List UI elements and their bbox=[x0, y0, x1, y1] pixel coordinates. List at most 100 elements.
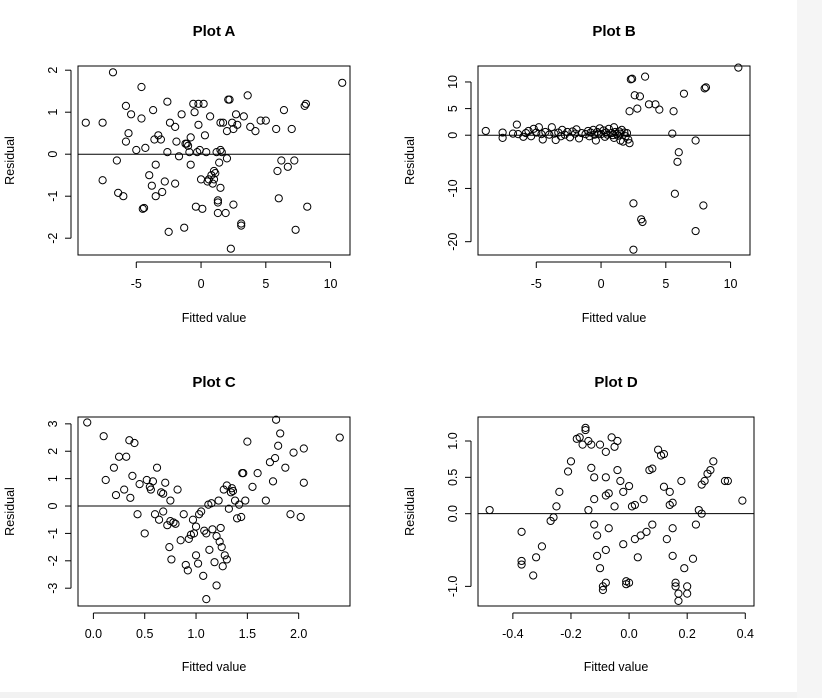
data-point bbox=[209, 166, 219, 176]
plot-panel-d: Plot D -0.4 -0.2 0.0 0.2 0.4 -1.0 0.0 0.5 1.0 Fitt… bbox=[403, 374, 755, 674]
y-tick-label: 2 bbox=[46, 67, 60, 74]
data-point bbox=[158, 187, 167, 197]
data-point bbox=[198, 204, 207, 213]
data-point bbox=[568, 127, 577, 136]
data-point bbox=[644, 100, 654, 109]
data-point bbox=[616, 136, 625, 145]
plot-frame bbox=[77, 416, 351, 607]
data-point bbox=[537, 130, 546, 139]
data-point bbox=[200, 526, 209, 535]
data-point bbox=[230, 496, 240, 505]
data-point bbox=[194, 99, 203, 108]
data-point bbox=[157, 488, 166, 497]
data-point bbox=[239, 469, 248, 478]
data-point bbox=[291, 225, 300, 234]
x-tick-label: 0 bbox=[198, 277, 205, 291]
data-point bbox=[216, 183, 225, 192]
data-point bbox=[189, 99, 198, 108]
data-point bbox=[549, 513, 558, 522]
data-point bbox=[283, 162, 292, 171]
data-point bbox=[629, 245, 638, 254]
data-point bbox=[121, 137, 131, 146]
data-point bbox=[182, 139, 191, 148]
data-point bbox=[202, 148, 211, 157]
y-tick-label: -1 bbox=[46, 528, 60, 539]
data-point bbox=[186, 133, 195, 142]
data-point bbox=[188, 515, 198, 524]
data-point bbox=[141, 143, 150, 152]
data-point bbox=[98, 118, 107, 127]
data-point bbox=[99, 432, 108, 441]
data-point bbox=[517, 527, 526, 536]
data-point bbox=[586, 128, 595, 137]
data-point bbox=[289, 448, 298, 457]
data-point bbox=[83, 418, 92, 427]
data-point bbox=[563, 467, 573, 476]
data-point bbox=[639, 495, 648, 504]
data-point bbox=[668, 551, 677, 560]
data-point bbox=[243, 437, 252, 446]
data-point bbox=[150, 510, 160, 519]
data-point bbox=[286, 510, 295, 519]
data-point bbox=[171, 519, 180, 528]
data-point bbox=[148, 477, 158, 486]
data-point bbox=[566, 457, 576, 466]
data-point bbox=[709, 457, 718, 466]
data-point bbox=[145, 171, 154, 180]
x-tick-label: -0.2 bbox=[560, 627, 582, 641]
data-point bbox=[651, 100, 660, 109]
data-point bbox=[237, 221, 246, 230]
data-point bbox=[271, 415, 281, 424]
scrollbar-gutter[interactable] bbox=[797, 0, 822, 698]
data-point bbox=[147, 181, 156, 190]
data-point bbox=[683, 582, 692, 591]
data-point bbox=[217, 148, 226, 157]
data-point bbox=[125, 436, 134, 445]
data-point bbox=[218, 118, 228, 127]
y-tick-label: -10 bbox=[446, 179, 460, 197]
x-tick-label: 0.2 bbox=[678, 627, 695, 641]
y-tick-label: 0.0 bbox=[446, 505, 460, 522]
data-point bbox=[128, 471, 137, 480]
data-point bbox=[590, 473, 599, 482]
data-point bbox=[512, 120, 521, 129]
data-point bbox=[338, 78, 347, 87]
data-point bbox=[299, 444, 308, 453]
data-point bbox=[138, 204, 147, 213]
data-point bbox=[231, 110, 241, 119]
data-point bbox=[222, 555, 231, 564]
data-point bbox=[211, 169, 220, 178]
data-point bbox=[697, 509, 706, 518]
data-point bbox=[210, 558, 219, 567]
data-point bbox=[642, 527, 651, 536]
plot-title: Plot A bbox=[193, 23, 236, 40]
data-point bbox=[273, 166, 282, 176]
data-point bbox=[137, 114, 146, 123]
data-point bbox=[671, 582, 680, 591]
data-point bbox=[578, 440, 587, 449]
data-point bbox=[165, 543, 174, 552]
y-tick-label: 1 bbox=[46, 475, 60, 482]
data-point bbox=[674, 148, 683, 157]
x-tick-label: -5 bbox=[531, 277, 542, 291]
x-axis-label: Fitted value bbox=[582, 311, 647, 325]
data-point bbox=[225, 95, 234, 104]
data-point bbox=[193, 148, 202, 157]
data-point bbox=[137, 82, 146, 92]
data-point bbox=[699, 201, 708, 210]
data-point bbox=[683, 589, 692, 598]
data-point bbox=[662, 535, 671, 544]
data-point bbox=[610, 502, 619, 511]
data-point bbox=[633, 553, 642, 562]
data-point bbox=[171, 179, 180, 188]
data-point bbox=[228, 118, 237, 127]
plot-panel-b: Plot B -5 0 5 10 -20 -10 0 5 10 Fitted value Residu… bbox=[403, 23, 751, 325]
data-point bbox=[556, 132, 565, 141]
data-point bbox=[545, 130, 554, 139]
x-tick-label: 1.5 bbox=[239, 627, 256, 641]
data-point bbox=[195, 510, 204, 519]
data-point bbox=[213, 198, 222, 207]
data-point bbox=[635, 92, 645, 101]
data-point bbox=[524, 126, 533, 136]
